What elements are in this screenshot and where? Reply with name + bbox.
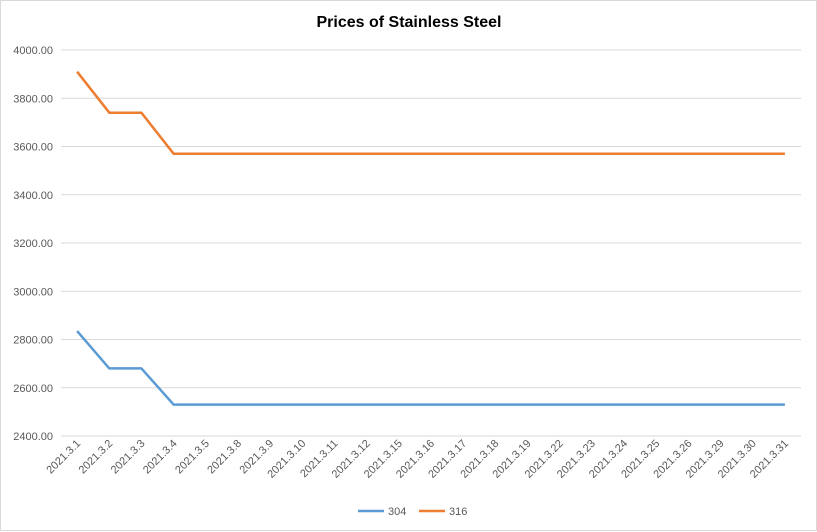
x-tick-label: 2021.3.2 — [77, 438, 116, 477]
x-tick-label: 2021.3.3 — [109, 438, 148, 477]
gridlines — [61, 49, 801, 437]
legend-label-316: 316 — [449, 506, 467, 518]
y-tick-label: 3600.00 — [13, 142, 53, 154]
y-tick-label: 4000.00 — [13, 45, 53, 57]
y-axis-tick-labels: 2400.00 2600.00 2800.00 3000.00 3200.00 3400.… — [13, 45, 53, 443]
legend-label-304: 304 — [388, 506, 406, 518]
x-tick-label: 2021.3.4 — [141, 438, 180, 477]
series-lines — [76, 70, 785, 406]
legend: 304 316 — [358, 506, 467, 518]
y-tick-label: 3800.00 — [13, 93, 53, 105]
x-tick-label: 2021.3.8 — [205, 438, 244, 477]
chart-title: Prices of Stainless Steel — [317, 14, 502, 31]
y-tick-label: 3000.00 — [13, 286, 53, 298]
series-line-316 — [76, 70, 785, 155]
y-tick-label: 2800.00 — [13, 335, 53, 347]
y-tick-label: 3400.00 — [13, 190, 53, 202]
series-line-304 — [76, 330, 785, 406]
x-tick-label: 2021.3.5 — [173, 438, 212, 477]
x-tick-label: 2021.3.1 — [44, 438, 83, 477]
x-axis-tick-labels: 2021.3.12021.3.22021.3.32021.3.42021.3.5… — [44, 438, 791, 481]
y-tick-label: 3200.00 — [13, 238, 53, 250]
y-tick-label: 2400.00 — [13, 431, 53, 443]
y-tick-label: 2600.00 — [13, 383, 53, 395]
